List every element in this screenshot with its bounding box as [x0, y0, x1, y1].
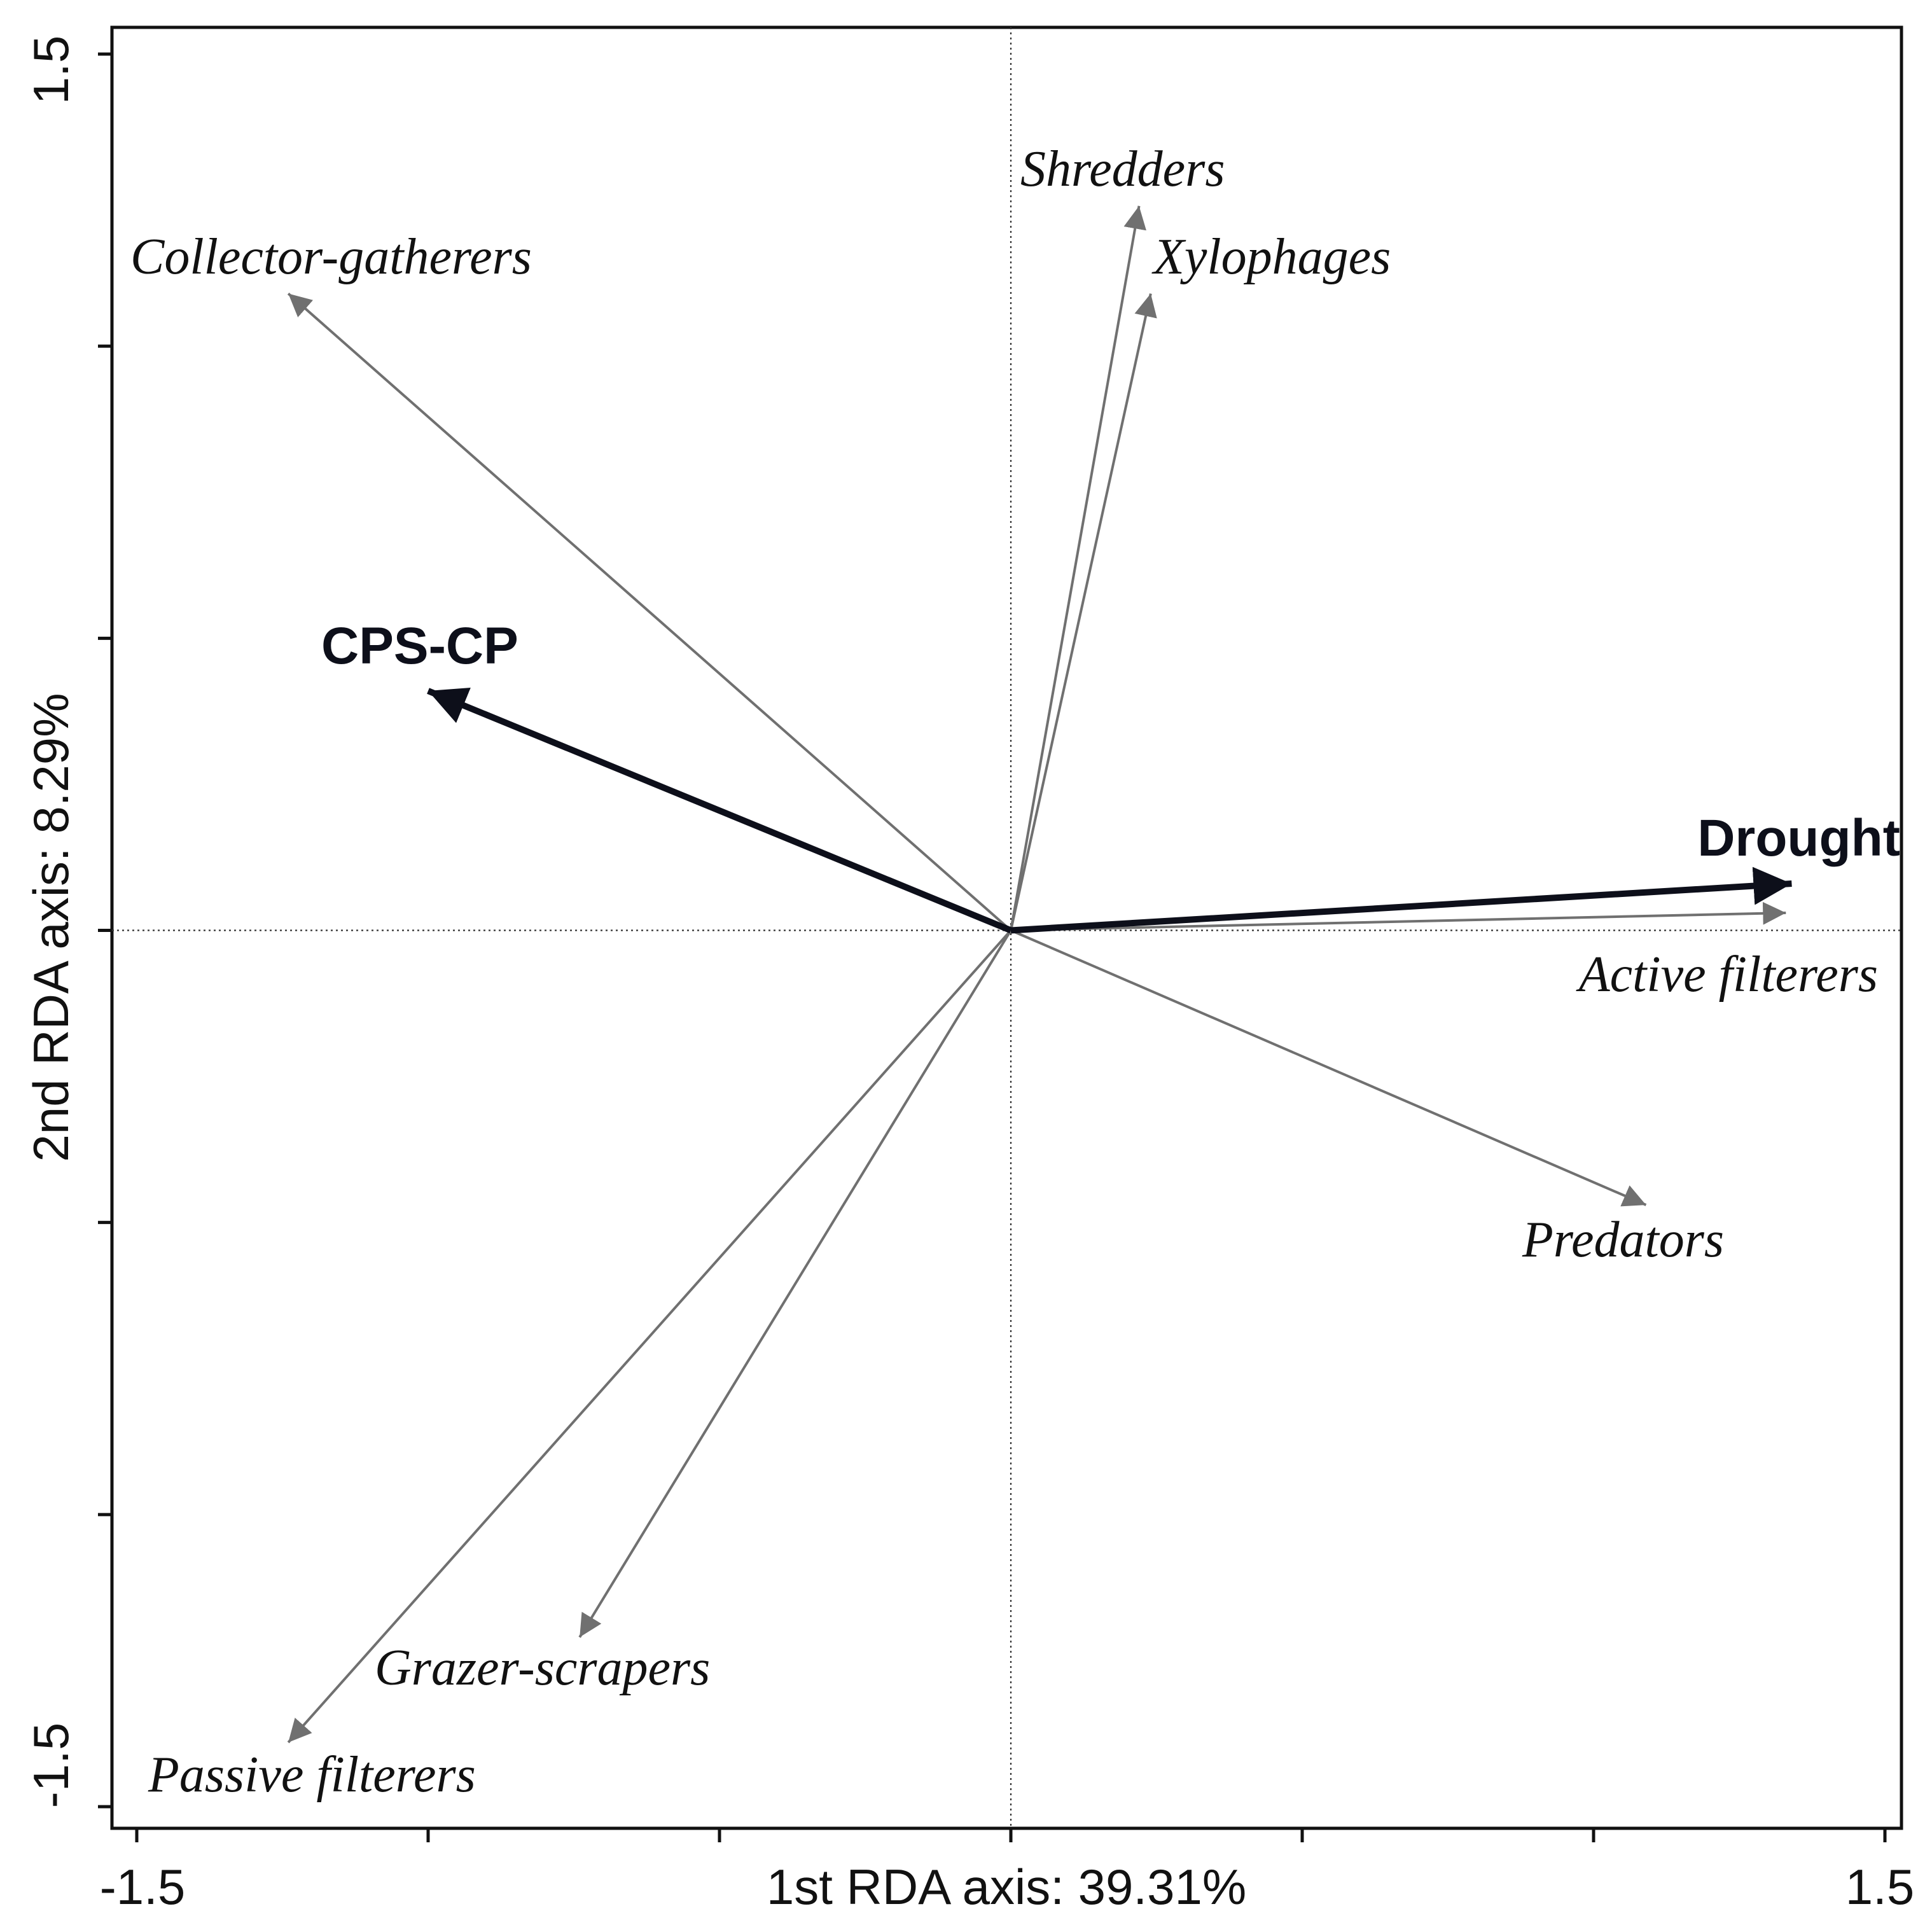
arrow-active-filterers: [1010, 901, 1786, 932]
arrow-drought: [1010, 866, 1792, 934]
label-collector-gatherers: Collector-gatherers: [130, 229, 532, 285]
x-tick-label-min: -1.5: [100, 1859, 185, 1915]
x-axis-ticks: [135, 1828, 1887, 1842]
label-grazer-scrapers: Grazer-scrapers: [375, 1640, 710, 1696]
label-predators: Predators: [1522, 1212, 1724, 1268]
y-axis-ticks: [98, 52, 112, 1809]
y-tick-label-max: 1.5: [23, 36, 79, 104]
arrow-collector-gatherers: [287, 293, 1012, 932]
label-xylophages: Xylophages: [1151, 229, 1391, 285]
label-passive-filterers: Passive filterers: [148, 1747, 476, 1803]
arrow-shredders: [1010, 205, 1146, 931]
species-arrows: [287, 205, 1786, 1744]
y-axis-title: 2nd RDA axis: 8.29%: [23, 693, 79, 1162]
label-shredders: Shredders: [1020, 141, 1225, 197]
y-tick-label-min: -1.5: [23, 1723, 79, 1808]
environmental-arrows: [427, 688, 1792, 934]
x-tick-label-max: 1.5: [1845, 1859, 1914, 1915]
label-drought: Drought: [1697, 809, 1900, 867]
label-active-filterers: Active filterers: [1576, 947, 1878, 1003]
arrow-xylophages: [1010, 293, 1157, 931]
arrow-passive-filterers: [287, 929, 1012, 1744]
arrow-cps-cp: [427, 688, 1012, 934]
x-axis-title: 1st RDA axis: 39.31%: [767, 1859, 1246, 1915]
label-cps-cp: CPS-CP: [321, 617, 518, 675]
plot-frame: [110, 25, 1903, 1830]
arrow-predators: [1010, 929, 1647, 1207]
arrow-grazer-scrapers: [578, 929, 1012, 1638]
